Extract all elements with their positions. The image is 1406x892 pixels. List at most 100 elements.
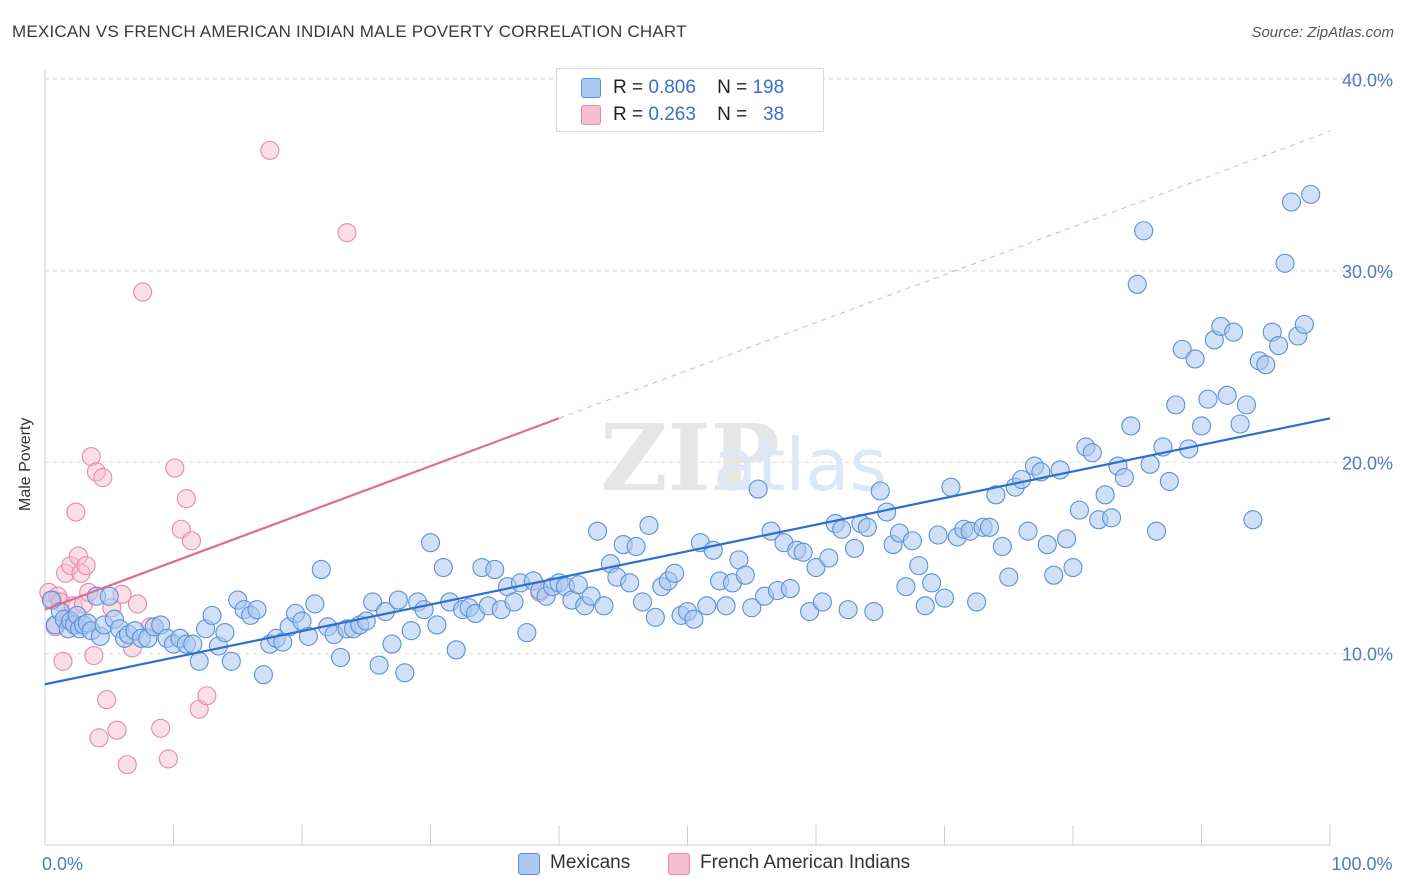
mexicans-point bbox=[832, 519, 852, 539]
mexicans-point bbox=[986, 485, 1006, 505]
mexicans-point bbox=[838, 600, 858, 620]
mexicans-point bbox=[1230, 414, 1250, 434]
mexicans-point bbox=[748, 479, 768, 499]
mexicans-point bbox=[183, 634, 203, 654]
mexicans-point bbox=[1294, 314, 1314, 335]
legend-r-value: 0.263 bbox=[648, 104, 696, 125]
mexicans-point bbox=[1012, 469, 1032, 490]
mexicans-point bbox=[864, 601, 884, 622]
mexicans-point bbox=[1198, 389, 1218, 409]
mexicans-point bbox=[1037, 535, 1057, 555]
mexicans-point bbox=[665, 563, 685, 583]
mexicans-point bbox=[401, 621, 421, 641]
french-point bbox=[97, 690, 117, 710]
watermark-atlas: atlas bbox=[713, 423, 887, 507]
french-point bbox=[76, 556, 96, 576]
mexicans-point bbox=[1069, 500, 1089, 520]
mexicans-point bbox=[1044, 565, 1064, 585]
mexicans-point bbox=[99, 586, 119, 606]
mexicans-point bbox=[382, 634, 402, 654]
mexicans-point bbox=[1224, 322, 1244, 342]
mexicans-point bbox=[1063, 557, 1083, 578]
french-point bbox=[84, 646, 104, 666]
legend-n-label: N = bbox=[717, 104, 748, 125]
bottom-legend-label-mexicans: Mexicans bbox=[550, 852, 631, 873]
mexicans-point bbox=[253, 665, 274, 685]
legend-r-value: 0.806 bbox=[648, 77, 696, 98]
mexicans-point bbox=[1243, 510, 1263, 530]
mexicans-point bbox=[446, 640, 466, 660]
mexicans-point bbox=[915, 596, 935, 616]
mexicans-point bbox=[1121, 416, 1141, 436]
mexicans-point bbox=[247, 600, 267, 620]
mexicans-point bbox=[967, 592, 987, 612]
french-point bbox=[66, 502, 86, 522]
french-trend-extension bbox=[558, 130, 1331, 419]
mexicans-point bbox=[504, 592, 524, 612]
bottom-legend-swatch-blue bbox=[518, 853, 540, 875]
mexicans-point bbox=[626, 536, 646, 557]
mexicans-point bbox=[979, 517, 1000, 537]
x-tick-label: 100.0% bbox=[1331, 854, 1392, 874]
x-tick-label: 0.0% bbox=[42, 854, 83, 874]
mexicans-point bbox=[1159, 471, 1179, 491]
watermark: ZIP atlas bbox=[600, 404, 887, 512]
french-american-indians-points bbox=[39, 140, 550, 775]
mexicans-point bbox=[388, 590, 408, 610]
french-point bbox=[158, 749, 178, 769]
bottom-legend-label-french: French American Indians bbox=[700, 852, 911, 873]
mexicans-point bbox=[697, 596, 717, 616]
french-trend-line bbox=[44, 417, 560, 611]
mexicans-point bbox=[414, 600, 434, 620]
mexicans-point bbox=[1018, 521, 1038, 541]
mexicans-point bbox=[896, 577, 916, 597]
mexicans-point bbox=[298, 626, 318, 646]
french-point bbox=[89, 728, 109, 748]
trend-lines bbox=[44, 130, 1331, 686]
mexicans-point bbox=[902, 531, 922, 551]
mexicans-point bbox=[594, 596, 614, 616]
mexicans-point bbox=[870, 481, 890, 501]
french-point bbox=[127, 594, 148, 614]
mexicans-point bbox=[1095, 485, 1115, 505]
mexicans-point bbox=[1127, 274, 1147, 294]
mexicans-point bbox=[485, 559, 505, 579]
mexicans-point bbox=[395, 663, 415, 683]
french-point bbox=[181, 531, 202, 551]
mexicans-point bbox=[941, 477, 961, 497]
mexicans-point bbox=[684, 609, 704, 629]
mexicans-point bbox=[928, 525, 948, 545]
mexicans-point bbox=[330, 647, 351, 668]
mexicans-point bbox=[568, 575, 588, 595]
mexicans-point bbox=[1217, 385, 1237, 405]
legend-swatch-blue bbox=[581, 78, 601, 98]
mexicans-points bbox=[41, 184, 1321, 685]
mexicans-point bbox=[587, 521, 608, 541]
french-point bbox=[151, 718, 171, 738]
mexicans-point bbox=[305, 594, 325, 614]
french-point bbox=[197, 686, 217, 706]
french-point bbox=[165, 458, 185, 478]
correlation-legend: R = 0.806 N = 198 R = 0.263 N = 38 bbox=[556, 68, 824, 132]
mexicans-point bbox=[800, 601, 820, 622]
mexicans-point bbox=[1301, 184, 1321, 204]
mexicans-point bbox=[1185, 349, 1205, 369]
french-point bbox=[53, 651, 73, 671]
mexicans-point bbox=[215, 623, 235, 643]
mexicans-point bbox=[934, 588, 955, 608]
mexicans-point bbox=[793, 542, 813, 562]
mexicans-point bbox=[517, 623, 537, 643]
mexicans-point bbox=[311, 559, 331, 579]
mexicans-point bbox=[716, 596, 736, 616]
mexicans-point bbox=[806, 557, 826, 578]
legend-n-value: 38 bbox=[763, 104, 785, 125]
y-tick-label: 40.0% bbox=[1342, 71, 1393, 91]
mexicans-point bbox=[433, 557, 453, 578]
mexicans-point bbox=[992, 536, 1012, 557]
mexicans-point bbox=[202, 605, 222, 625]
mexicans-point bbox=[922, 573, 942, 593]
axes bbox=[44, 70, 1331, 846]
french-point bbox=[93, 468, 113, 488]
mexicans-point bbox=[363, 592, 383, 612]
mexicans-point bbox=[1082, 443, 1102, 463]
